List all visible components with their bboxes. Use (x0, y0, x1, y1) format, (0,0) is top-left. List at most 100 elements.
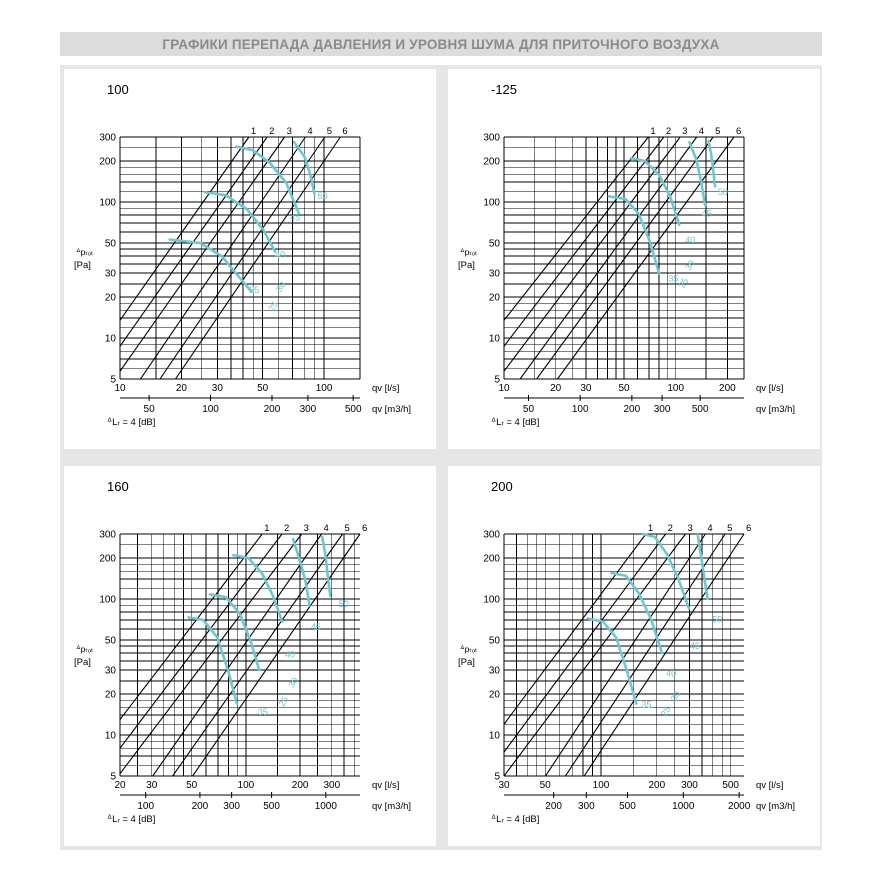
x-tick-label-ls: 20 (114, 780, 126, 791)
grid (503, 136, 745, 380)
y-tick-label: 20 (489, 690, 501, 701)
x-tick-label-m3h: 1000 (315, 801, 338, 812)
y-axis-unit: [Pa] (74, 260, 91, 271)
system-line-label: 3 (687, 523, 692, 534)
system-line-4 (545, 533, 706, 776)
y-axis-unit: [Pa] (458, 657, 475, 668)
chart-title: 200 (491, 479, 513, 494)
x-tick-label-m3h: 1000 (672, 801, 695, 812)
noise-label: 45 (690, 641, 700, 651)
x-axis-label-ls: qv [l/s] (372, 383, 399, 394)
grid (119, 533, 360, 777)
x-tick-label-ls: 30 (212, 383, 224, 394)
fan-curve (321, 535, 332, 598)
x-tick-label-ls: 100 (667, 383, 684, 394)
chart-title: -125 (491, 82, 517, 97)
noise-step-label: ᐞLᵣ = 4 [dB] (491, 814, 539, 825)
x-tick-label-m3h: 2000 (728, 801, 751, 812)
x-tick-label-m3h: 200 (624, 404, 641, 415)
fan-curve (187, 616, 239, 705)
y-tick-label: 200 (99, 553, 116, 564)
chart-panel-125: -125 1 2 3 4 5 6 50 45 40 35 25 30 5 10 20 30 50 100 200 300… (448, 69, 820, 449)
x-tick-label-m3h: 100 (137, 801, 154, 812)
x-tick-label-ls: 200 (719, 383, 736, 394)
x-tick-label-ls: 10 (114, 383, 126, 394)
y-axis-label: ᐞpₜₒₜ (460, 247, 478, 257)
noise-label: 30 (274, 280, 288, 294)
noise-label: 35 (641, 699, 651, 709)
noise-label: 25 (266, 299, 280, 313)
y-tick-label: 10 (105, 334, 117, 345)
x-tick-label-ls: 50 (618, 383, 630, 394)
system-line-6 (175, 136, 341, 379)
y-tick-label: 5 (494, 375, 500, 386)
y-tick-label: 30 (489, 666, 501, 677)
system-line-label: 3 (304, 523, 309, 534)
system-line-label: 2 (284, 523, 289, 534)
system-line-label: 6 (736, 126, 741, 137)
fan-curve (610, 571, 664, 655)
x-tick-label-ls: 200 (292, 780, 309, 791)
system-lines (504, 136, 735, 379)
y-tick-label: 20 (489, 293, 501, 304)
x-tick-label-ls: 30 (580, 383, 592, 394)
y-axis-label: ᐞpₜₒₜ (76, 247, 94, 257)
y-tick-label: 20 (105, 293, 117, 304)
x-axis-label-m3h: qv [m3/h] (756, 801, 795, 812)
y-tick-label: 10 (489, 731, 501, 742)
fan-curve (696, 533, 709, 601)
y-tick-label: 50 (105, 635, 117, 646)
x-tick-label-m3h: 100 (572, 404, 589, 415)
x-tick-label-ls: 100 (238, 780, 255, 791)
noise-label: 40 (285, 650, 295, 660)
noise-label: 30 (683, 258, 697, 272)
x-tick-label-ls: 20 (550, 383, 562, 394)
y-tick-label: 50 (489, 635, 501, 646)
chart-panel-200: 200 1 2 3 4 5 6 50 45 40 35 25 30 5 10 20 30 50 100 200 300 ᐞ… (448, 466, 820, 846)
y-axis-unit: [Pa] (458, 260, 475, 271)
chart-panel-160: 160 1 2 3 4 5 6 50 45 40 35 25 30 5 10 20 30 50 100 200 300 ᐞ… (64, 466, 436, 846)
system-line-3 (504, 136, 681, 372)
system-line-3 (120, 533, 303, 775)
system-line-label: 6 (362, 523, 367, 534)
noise-label: 25 (277, 695, 291, 709)
fan-curve (291, 537, 311, 607)
x-tick-label-m3h: 300 (654, 404, 671, 415)
x-tick-label-m3h: 300 (223, 801, 240, 812)
system-line-label: 4 (707, 523, 712, 534)
system-line-2 (504, 136, 665, 347)
system-line-6 (192, 533, 361, 776)
system-line-1 (504, 136, 649, 321)
system-line-2 (120, 533, 283, 749)
system-line-label: 1 (264, 523, 269, 534)
fan-curve (707, 139, 717, 188)
x-axis-label-ls: qv [l/s] (756, 780, 783, 791)
system-line-label: 1 (648, 523, 653, 534)
noise-label: 25 (677, 276, 691, 290)
fan-curve (688, 140, 707, 207)
y-tick-label: 200 (483, 156, 500, 167)
system-line-label: 1 (650, 126, 655, 137)
system-line-label: 3 (287, 126, 292, 137)
system-lines (120, 136, 341, 379)
system-line-label: 2 (668, 523, 673, 534)
x-tick-label-m3h: 500 (619, 801, 636, 812)
y-tick-label: 20 (105, 690, 117, 701)
fan-curve (208, 593, 261, 672)
x-tick-label-ls: 500 (722, 780, 739, 791)
noise-label: 50 (712, 615, 722, 625)
x-axis-label-m3h: qv [m3/h] (372, 404, 411, 415)
chart-title: 160 (107, 479, 129, 494)
grid (503, 533, 744, 777)
system-line-5 (564, 533, 726, 776)
system-lines (120, 533, 361, 776)
x-tick-label-m3h: 200 (264, 404, 281, 415)
y-tick-label: 50 (489, 238, 501, 249)
y-axis-label: ᐞpₜₒₜ (76, 644, 94, 654)
system-line-label: 2 (269, 126, 274, 137)
noise-step-label: ᐞLᵣ = 4 [dB] (107, 814, 155, 825)
fan-curve (607, 195, 661, 275)
x-axis-label-m3h: qv [m3/h] (372, 801, 411, 812)
